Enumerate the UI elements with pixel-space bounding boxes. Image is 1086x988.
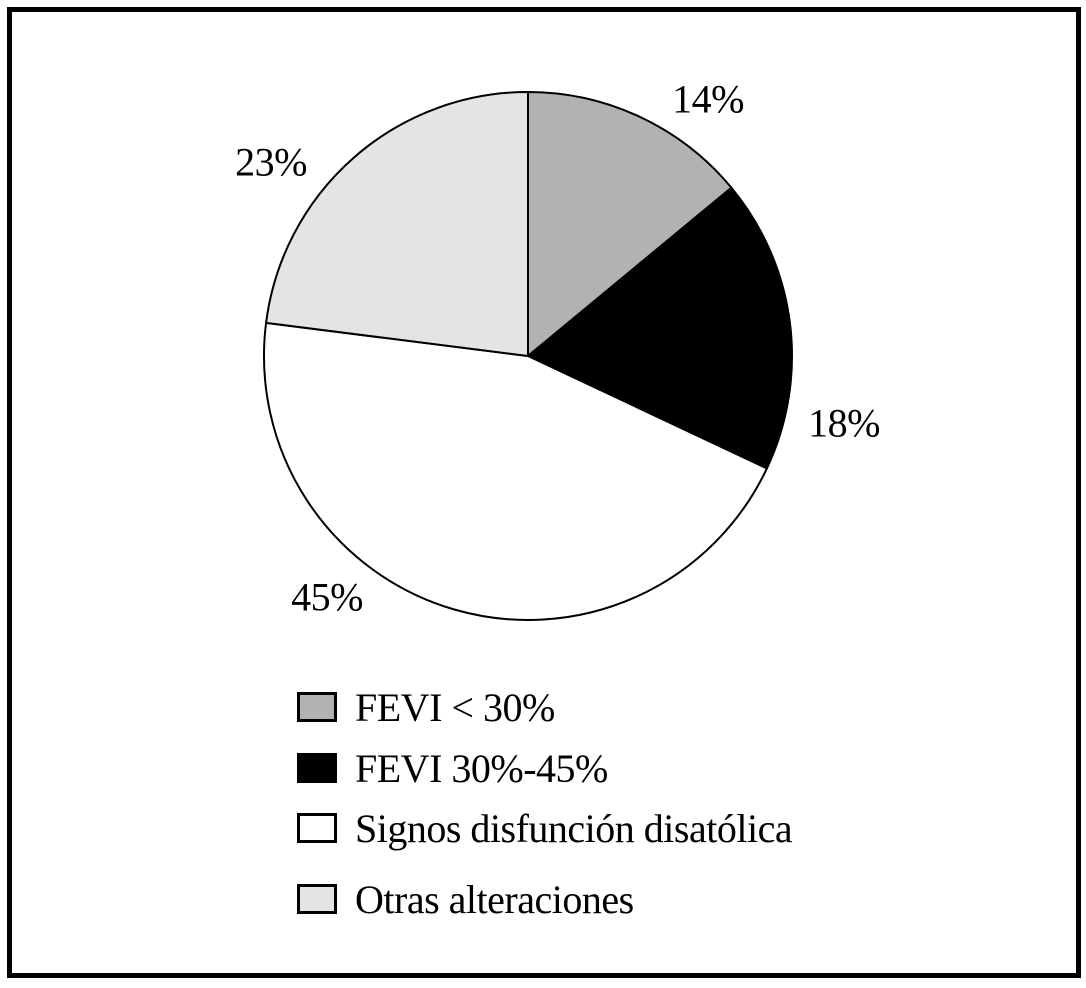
legend-swatch [297,813,337,843]
legend-swatch [297,884,337,914]
legend-item: Signos disfunción disatólica [297,806,793,851]
legend-swatch [297,692,337,722]
legend-label: FEVI < 30% [355,684,555,730]
legend-item: Otras alteraciones [297,877,634,922]
slice-label: 45% [291,574,363,620]
pie-slice-0 [527,90,733,359]
legend-item: FEVI 30%-45% [297,746,608,791]
figure-border [7,7,1081,978]
pie-slice-3 [264,90,529,358]
slice-label: 18% [808,400,880,446]
pie-slice-1 [526,186,793,470]
slice-label: 14% [672,76,744,122]
slice-label: 23% [235,139,307,185]
legend-label: Signos disfunción disatólica [355,805,793,851]
legend-label: Otras alteraciones [355,876,634,922]
legend-item: FEVI < 30% [297,685,555,730]
pie-slice-2 [263,321,769,621]
legend-swatch [297,753,337,783]
legend-label: FEVI 30%-45% [355,745,608,791]
